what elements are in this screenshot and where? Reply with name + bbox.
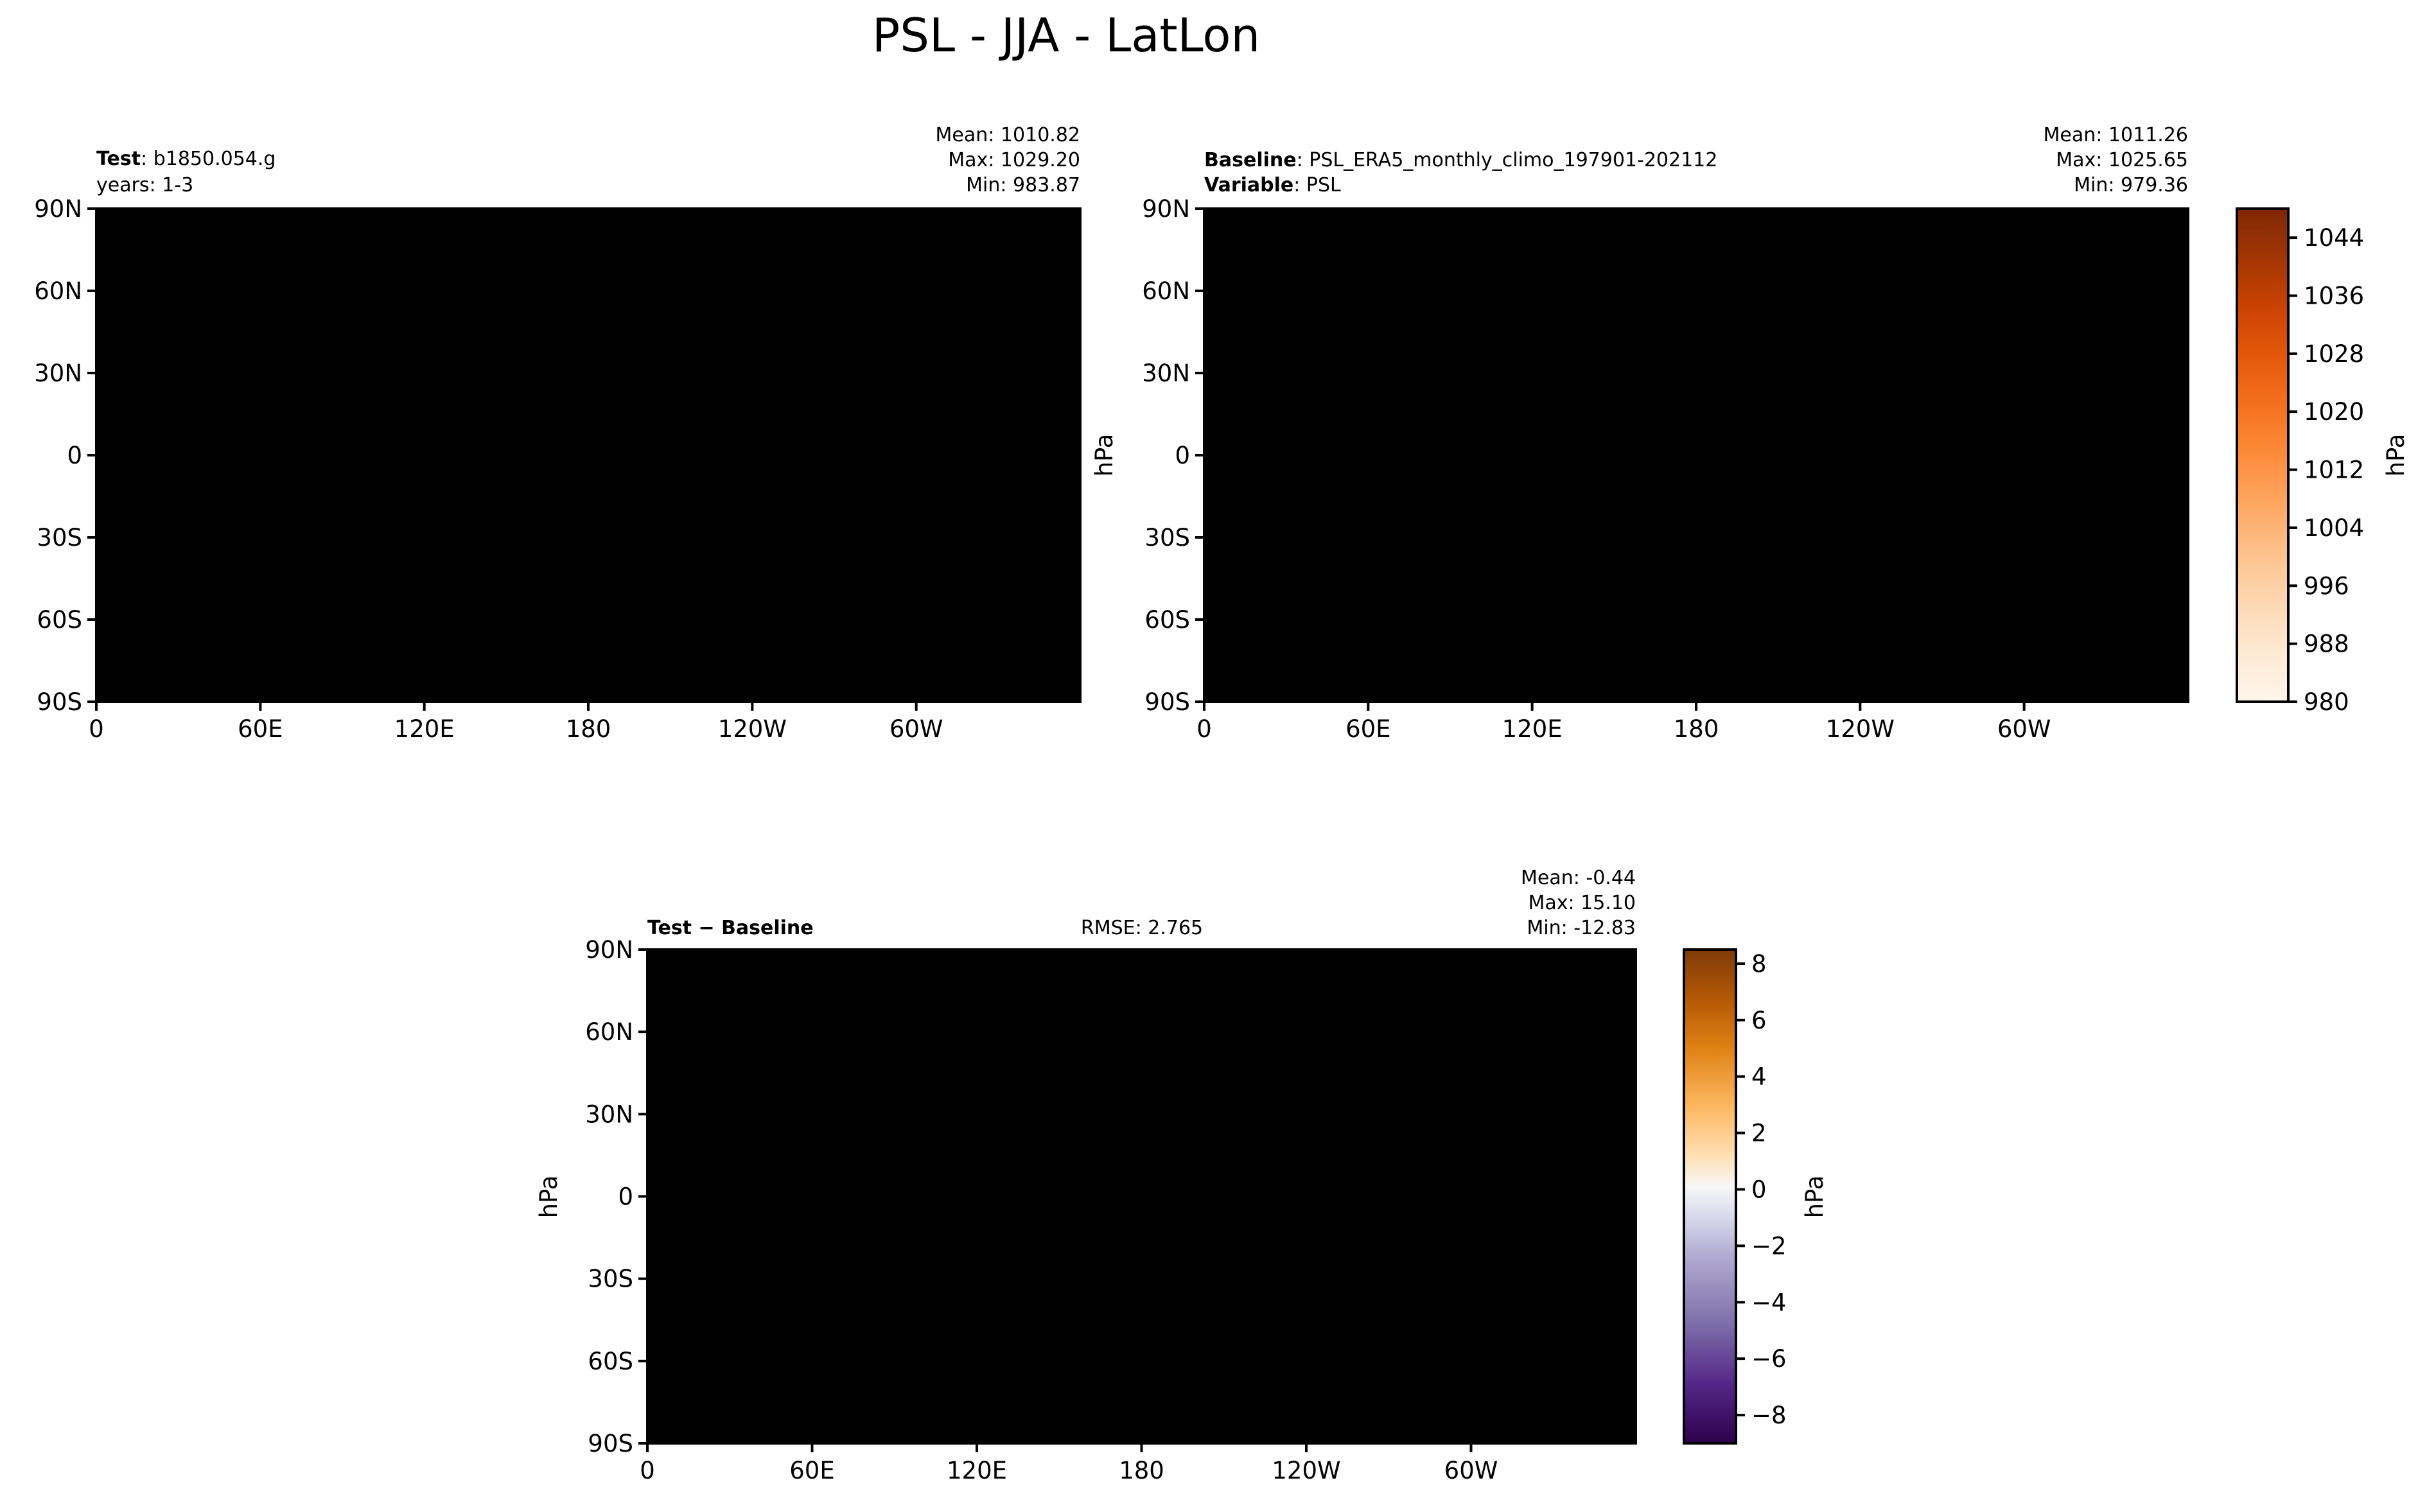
- difference-map-field: [647, 950, 1636, 1443]
- x-tick-label: 60E: [789, 1457, 834, 1484]
- colorbar-tick-label: −2: [1751, 1232, 1787, 1260]
- difference-mean: Mean: -0.44: [1521, 867, 1636, 889]
- y-tick-label: 30S: [1144, 524, 1190, 552]
- difference-ylabel: hPa: [535, 1176, 563, 1219]
- difference-rmse: RMSE: 2.765: [1081, 917, 1203, 939]
- colorbar-tick-label: 0: [1751, 1176, 1767, 1204]
- y-tick-label: 30S: [588, 1265, 633, 1293]
- figure-title: PSL - JJA - LatLon: [872, 8, 1260, 62]
- x-tick-label: 120W: [1272, 1457, 1340, 1484]
- y-tick-label: 30N: [1142, 360, 1190, 387]
- psl-colorbar: hPa 1044 1036 1028 1020 1012 1004 996 988 980: [2236, 207, 2410, 716]
- baseline-variable-value: PSL: [1306, 174, 1341, 196]
- y-tick-label: 60N: [585, 1018, 633, 1046]
- x-tick-label: 60W: [1997, 715, 2051, 743]
- y-tick-label: 0: [618, 1183, 633, 1211]
- colorbar-tick-label: 1036: [2304, 282, 2364, 310]
- x-tick-label: 120E: [394, 715, 455, 743]
- x-tick-label: 120E: [1502, 715, 1563, 743]
- x-tick-label: 120W: [718, 715, 787, 743]
- x-tick-label: 180: [1674, 715, 1719, 743]
- x-tick-label: 60E: [1345, 715, 1390, 743]
- colorbar-tick-label: 6: [1751, 1007, 1767, 1034]
- difference-title: Test − Baseline: [647, 917, 814, 939]
- baseline-variable-label: Variable: [1204, 174, 1293, 196]
- test-mean: Mean: 1010.82: [936, 124, 1080, 146]
- baseline-title-label: Baseline: [1204, 149, 1297, 171]
- difference-max: Max: 15.10: [1528, 892, 1636, 914]
- y-tick-label: 60S: [588, 1348, 633, 1375]
- y-tick-label: 60S: [37, 606, 82, 634]
- difference-panel: 90N 60N 30N 0 30S 60S 90S 0 60E 120E 180 120W 60W h…: [535, 867, 1828, 1484]
- y-tick-label: 60N: [34, 277, 82, 305]
- y-tick-label: 90N: [34, 195, 82, 223]
- svg-text:Baseline: PSL_ERA5_monthly_cli: Baseline: PSL_ERA5_monthly_climo_197901-…: [1204, 149, 1717, 171]
- y-tick-label: 90S: [1144, 688, 1190, 716]
- test-map-field: [96, 209, 1080, 702]
- baseline-ylabel: hPa: [1091, 434, 1118, 477]
- baseline-y-ticks: 90N 60N 30N 0 30S 60S 90S: [1142, 195, 1204, 716]
- y-tick-label: 60S: [1144, 606, 1190, 634]
- y-tick-label: 30N: [34, 360, 82, 387]
- y-tick-label: 90S: [588, 1430, 633, 1457]
- colorbar-tick-label: 4: [1751, 1063, 1767, 1091]
- baseline-panel: 90N 60N 30N 0 30S 60S 90S 0 60E 120E 180 120W 60W h…: [1091, 124, 2410, 743]
- difference-colorbar-label: hPa: [1801, 1176, 1828, 1219]
- x-tick-label: 0: [640, 1457, 655, 1484]
- colorbar-tick-label: 988: [2304, 630, 2349, 658]
- y-tick-label: 30N: [585, 1100, 633, 1128]
- colorbar-tick-label: 980: [2304, 688, 2349, 716]
- y-tick-label: 90S: [37, 688, 82, 716]
- x-tick-label: 120E: [947, 1457, 1007, 1484]
- test-x-ticks: 0 60E 120E 180 120W 60W: [89, 702, 943, 743]
- colorbar-tick-label: −4: [1751, 1289, 1787, 1316]
- colorbar-tick-label: 1012: [2304, 456, 2364, 484]
- x-tick-label: 60E: [238, 715, 283, 743]
- colorbar-tick-label: 1028: [2304, 340, 2364, 368]
- baseline-map-field: [1204, 209, 2188, 702]
- colorbar-tick-label: −8: [1751, 1402, 1787, 1429]
- colorbar-tick-label: 1044: [2304, 224, 2364, 252]
- baseline-max: Max: 1025.65: [2056, 149, 2188, 171]
- x-tick-label: 180: [566, 715, 611, 743]
- x-tick-label: 120W: [1826, 715, 1895, 743]
- svg-text:Variable: PSL: Variable: PSL: [1204, 174, 1341, 196]
- difference-colorbar: hPa 8 6 4 2 0 −2 −4 −6 −8: [1683, 948, 1828, 1445]
- test-max: Max: 1029.20: [948, 149, 1080, 171]
- test-case-name: b1850.054.g: [153, 148, 276, 170]
- svg-text:Test: b1850.054.g: Test: b1850.054.g: [96, 148, 276, 170]
- test-years: years: 1-3: [96, 174, 193, 196]
- difference-min: Min: -12.83: [1527, 917, 1636, 939]
- y-tick-label: 90N: [1142, 195, 1190, 223]
- x-tick-label: 60W: [1444, 1457, 1498, 1484]
- x-tick-label: 60W: [889, 715, 943, 743]
- baseline-min: Min: 979.36: [2074, 174, 2188, 196]
- y-tick-label: 90N: [585, 936, 633, 964]
- y-tick-label: 60N: [1142, 277, 1190, 305]
- baseline-mean: Mean: 1011.26: [2044, 124, 2188, 146]
- colorbar-tick-label: 1020: [2304, 398, 2364, 426]
- difference-x-ticks: 0 60E 120E 180 120W 60W: [640, 1443, 1498, 1484]
- y-tick-label: 30S: [37, 524, 82, 552]
- x-tick-label: 180: [1119, 1457, 1164, 1484]
- test-panel: 90N 60N 30N 0 30S 60S 90S 0 60E 120E 180 120W 60W T…: [34, 124, 1082, 743]
- colorbar-tick-label: 1004: [2304, 514, 2364, 542]
- colorbar-tick-label: −6: [1751, 1345, 1787, 1373]
- x-tick-label: 0: [1196, 715, 1212, 743]
- baseline-x-ticks: 0 60E 120E 180 120W 60W: [1196, 702, 2051, 743]
- y-tick-label: 0: [67, 442, 82, 469]
- colorbar-tick-label: 8: [1751, 950, 1767, 978]
- difference-y-ticks: 90N 60N 30N 0 30S 60S 90S: [585, 936, 647, 1457]
- baseline-dataset-name: PSL_ERA5_monthly_climo_197901-202112: [1309, 149, 1717, 171]
- test-title-label: Test: [96, 148, 141, 170]
- psl-colorbar-label: hPa: [2382, 434, 2410, 477]
- test-y-ticks: 90N 60N 30N 0 30S 60S 90S: [34, 195, 96, 716]
- test-min: Min: 983.87: [966, 174, 1080, 196]
- y-tick-label: 0: [1175, 442, 1190, 469]
- x-tick-label: 0: [89, 715, 104, 743]
- colorbar-tick-label: 2: [1751, 1120, 1767, 1147]
- colorbar-tick-label: 996: [2304, 572, 2349, 600]
